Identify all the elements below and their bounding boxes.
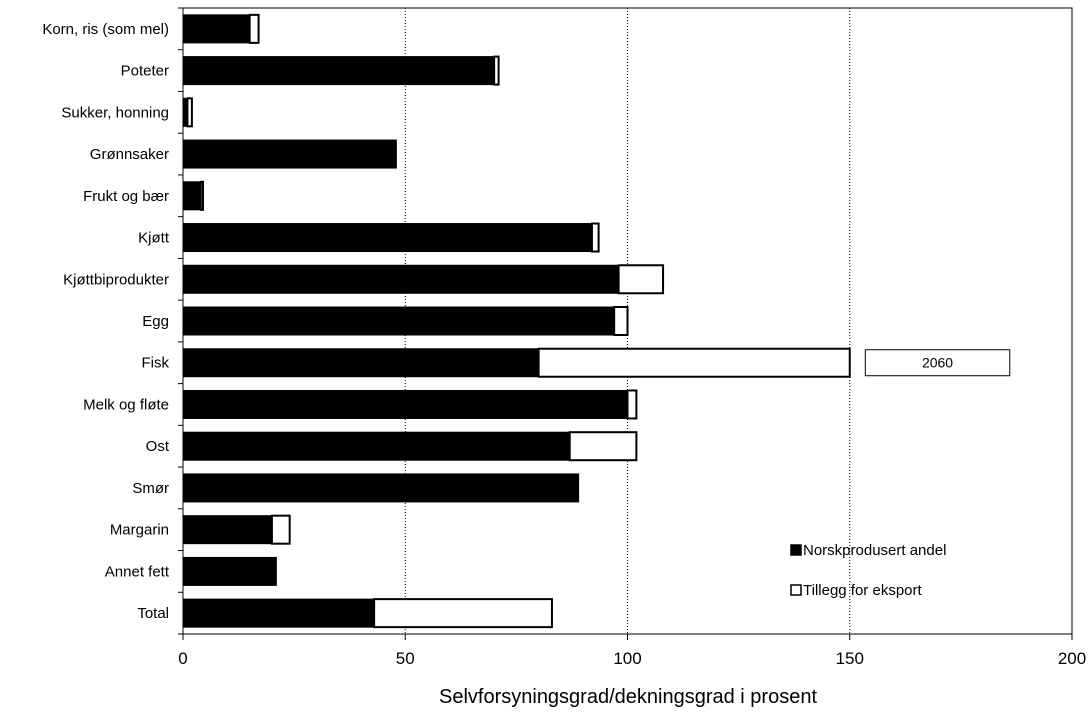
legend-label: Norskprodusert andel — [803, 542, 946, 559]
bar-norskprodusert-andel — [182, 264, 620, 294]
category-label: Margarin — [110, 522, 169, 539]
bar-tillegg-for-eksport — [537, 347, 851, 378]
category-label: Annet fett — [105, 563, 170, 580]
annotations: 2060 — [864, 349, 1011, 377]
bar-tillegg-for-eksport — [613, 306, 629, 336]
category-label: Poteter — [121, 63, 169, 80]
annotation-box — [864, 349, 1011, 377]
bar-norskprodusert-andel — [182, 181, 202, 211]
bar-norskprodusert-andel — [182, 598, 375, 628]
category-label: Frukt og bær — [83, 188, 169, 205]
category-label: Korn, ris (som mel) — [42, 21, 169, 38]
x-tick-label: 150 — [836, 649, 864, 668]
x-tick-label: 50 — [396, 649, 415, 668]
category-label: Ost — [146, 438, 170, 455]
bars — [182, 13, 851, 629]
category-label: Kjøttbiprodukter — [63, 271, 169, 288]
bar-norskprodusert-andel — [182, 348, 540, 378]
category-label: Fisk — [142, 355, 170, 372]
legend-label: Tillegg for eksport — [803, 582, 922, 599]
category-label: Kjøtt — [138, 230, 170, 247]
legend-swatch — [790, 544, 802, 556]
bar-norskprodusert-andel — [182, 14, 251, 44]
bar-tillegg-for-eksport — [568, 431, 638, 462]
bar-norskprodusert-andel — [182, 139, 397, 169]
bar-tillegg-for-eksport — [493, 55, 500, 86]
bar-norskprodusert-andel — [182, 473, 580, 503]
x-tick-label: 0 — [178, 649, 187, 668]
bar-norskprodusert-andel — [182, 56, 495, 86]
category-label: Grønnsaker — [90, 146, 169, 163]
x-tick-label: 200 — [1058, 649, 1086, 668]
category-label: Smør — [132, 480, 169, 497]
bar-tillegg-for-eksport — [186, 97, 193, 128]
bar-norskprodusert-andel — [182, 431, 571, 461]
bar-norskprodusert-andel — [182, 389, 628, 419]
bar-tillegg-for-eksport — [590, 222, 600, 253]
bar-norskprodusert-andel — [182, 97, 188, 127]
x-tick-labels: 0 50 100 150 200 — [178, 649, 1086, 668]
bar-tillegg-for-eksport — [270, 514, 291, 545]
bar-norskprodusert-andel — [182, 515, 273, 545]
bar-norskprodusert-andel — [182, 223, 593, 253]
category-label: Melk og fløte — [83, 396, 169, 413]
x-tick-label: 100 — [613, 649, 641, 668]
bar-tillegg-for-eksport — [248, 13, 260, 44]
bar-tillegg-for-eksport — [373, 598, 553, 629]
legend-swatch — [790, 584, 802, 596]
annotation-label: 2060 — [922, 355, 953, 371]
category-label: Total — [137, 605, 169, 622]
bar-norskprodusert-andel — [182, 306, 615, 336]
axes — [178, 7, 1073, 640]
x-axis-title: Selvforsyningsgrad/dekningsgrad i prosen… — [439, 686, 817, 708]
category-label: Egg — [142, 313, 169, 330]
bar-tillegg-for-eksport — [617, 264, 665, 295]
category-labels: Korn, ris (som mel) Poteter Sukker, honnin… — [42, 21, 170, 622]
category-label: Sukker, honning — [61, 104, 169, 121]
bar-norskprodusert-andel — [182, 556, 277, 586]
legend: Norskprodusert andel Tillegg for eksport — [790, 542, 946, 599]
bar-tillegg-for-eksport — [626, 389, 638, 420]
